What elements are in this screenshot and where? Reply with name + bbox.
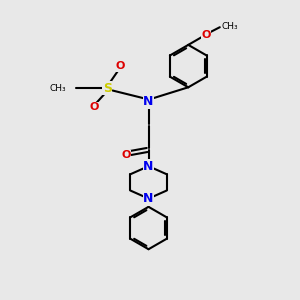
Text: O: O	[116, 61, 125, 71]
Text: CH₃: CH₃	[221, 22, 238, 31]
Text: O: O	[121, 150, 130, 160]
Text: N: N	[143, 95, 154, 108]
Text: O: O	[89, 102, 99, 112]
Text: CH₃: CH₃	[50, 84, 66, 93]
Text: N: N	[143, 192, 154, 205]
Text: N: N	[143, 160, 154, 173]
Text: S: S	[103, 82, 112, 95]
Text: O: O	[201, 30, 211, 40]
